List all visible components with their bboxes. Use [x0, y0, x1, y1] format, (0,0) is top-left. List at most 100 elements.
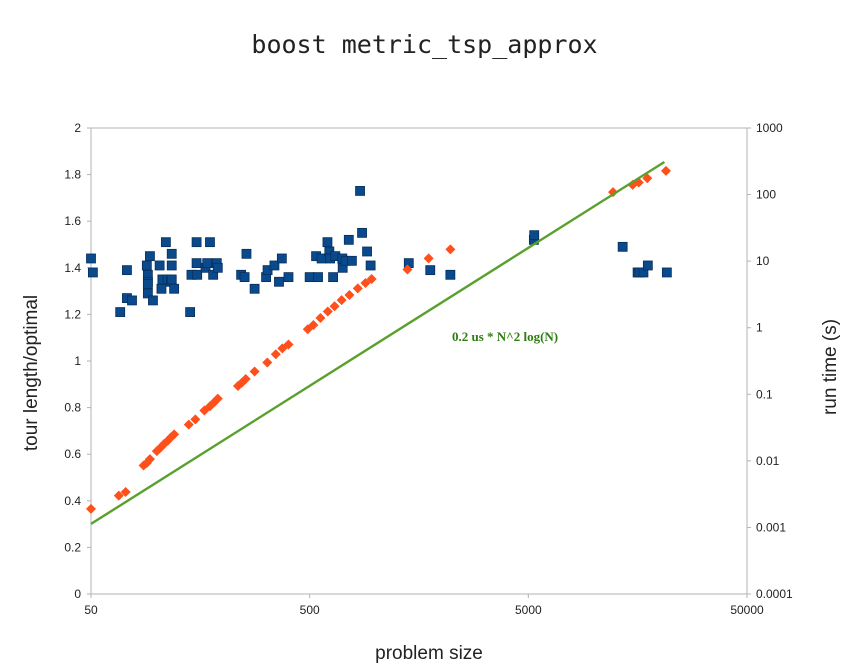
ratio-point — [154, 260, 165, 271]
runtime-point — [308, 319, 319, 330]
ratio-point — [156, 283, 167, 294]
x-tick-label: 5000 — [515, 603, 542, 617]
runtime-point — [262, 357, 273, 368]
ratio-point — [127, 295, 137, 306]
ratio-point — [304, 272, 315, 283]
y2-tick-label: 0.001 — [756, 520, 786, 534]
runtime-point — [315, 312, 326, 323]
runtime-point — [360, 277, 371, 288]
axes: 0 0.2 0.4 0.6 0.8 1 1.2 1.4 1.6 1.8 2 0.0001 0.001 0.… — [64, 121, 793, 617]
ratio-point — [239, 272, 250, 283]
ratio-point — [191, 258, 202, 269]
runtime-point — [283, 339, 294, 350]
ratio-point — [86, 253, 96, 264]
y-tick-label: 1.8 — [64, 168, 81, 182]
runtime-point — [352, 283, 363, 294]
y2-axis-title: run time (s) — [820, 319, 841, 415]
ratio-point — [166, 260, 177, 271]
chart-title: boost metric_tsp_approx — [251, 30, 598, 59]
ratio-point — [529, 230, 540, 241]
ratio-point — [642, 260, 653, 271]
ratio-point — [617, 241, 628, 252]
ratio-point — [202, 258, 213, 269]
runtime-point — [113, 490, 124, 501]
ratio-point — [313, 272, 323, 283]
runtime-point — [336, 295, 347, 306]
ratio-point — [269, 260, 280, 271]
ratio-point — [274, 276, 284, 287]
ratio-point — [115, 307, 126, 317]
y2-tick-label: 0.01 — [756, 454, 780, 468]
ratio-point — [425, 265, 436, 276]
ratio-point — [160, 237, 171, 248]
ratio-point — [661, 267, 672, 278]
runtime-point — [240, 373, 251, 384]
ratio-point — [87, 267, 98, 278]
y-tick-label: 0.4 — [64, 494, 81, 508]
runtime-point — [329, 301, 340, 312]
y-tick-label: 0.6 — [64, 447, 81, 461]
runtime-point — [249, 366, 260, 377]
runtime-point — [169, 429, 180, 440]
chart-marks — [86, 160, 672, 525]
ratio-point — [212, 262, 223, 273]
y2-tick-label: 1000 — [756, 121, 783, 135]
runtime-point — [660, 165, 671, 176]
runtime-point — [86, 503, 96, 514]
ratio-point — [343, 234, 354, 245]
plot-frame — [90, 127, 748, 595]
runtime-point — [402, 264, 413, 275]
x-tick-label: 500 — [300, 603, 320, 617]
x-tick-label: 50000 — [730, 603, 764, 617]
ratio-point — [283, 272, 294, 283]
ratio-point — [142, 279, 153, 290]
x-axis-title: problem size — [375, 643, 483, 664]
y2-tick-label: 0.0001 — [756, 587, 793, 601]
y-axis-title: tour length/optimal — [21, 295, 42, 451]
y-tick-label: 1 — [74, 354, 81, 368]
runtime-point — [190, 414, 201, 425]
ratio-point — [185, 307, 196, 317]
ratio-point — [241, 248, 252, 259]
y-tick-label: 0 — [74, 587, 81, 601]
ratio-point — [166, 248, 177, 259]
ratio-point — [445, 269, 456, 280]
plot-area — [90, 127, 748, 595]
y2-tick-label: 0.1 — [756, 387, 773, 401]
ratio-point — [357, 227, 367, 238]
y2-tick-label: 100 — [756, 188, 776, 202]
ratio-point — [355, 186, 365, 196]
y-tick-label: 1.6 — [64, 214, 81, 228]
fit-line — [90, 160, 666, 525]
ratio-point — [166, 274, 177, 285]
runtime-point — [270, 349, 281, 360]
ratio-point — [365, 260, 376, 271]
runtime-point — [423, 253, 434, 264]
ratio-point — [191, 237, 202, 248]
runtime-point — [322, 306, 333, 317]
ratio-point — [141, 260, 152, 271]
y2-tick-label: 1 — [756, 321, 763, 335]
runtime-point — [183, 419, 194, 430]
ratio-point — [249, 283, 260, 294]
ratio-point — [145, 251, 155, 262]
ratio-point — [362, 246, 372, 257]
ratio-point — [322, 237, 333, 248]
ratio-point — [148, 295, 158, 306]
y-tick-label: 0.2 — [64, 540, 81, 554]
runtime-point — [144, 454, 155, 465]
x-tick-label: 50 — [84, 603, 98, 617]
y-tick-label: 1.4 — [64, 261, 81, 275]
ratio-point — [192, 269, 203, 280]
runtime-point — [366, 273, 377, 284]
ratio-point — [142, 288, 153, 299]
ratio-point — [276, 253, 287, 264]
y2-tick-label: 10 — [756, 254, 770, 268]
runtime-point — [344, 290, 355, 301]
ratio-point — [328, 272, 339, 283]
ratio-point — [169, 283, 180, 294]
y-tick-label: 2 — [74, 121, 81, 135]
runtime-point — [120, 487, 131, 498]
runtime-point — [445, 244, 456, 255]
